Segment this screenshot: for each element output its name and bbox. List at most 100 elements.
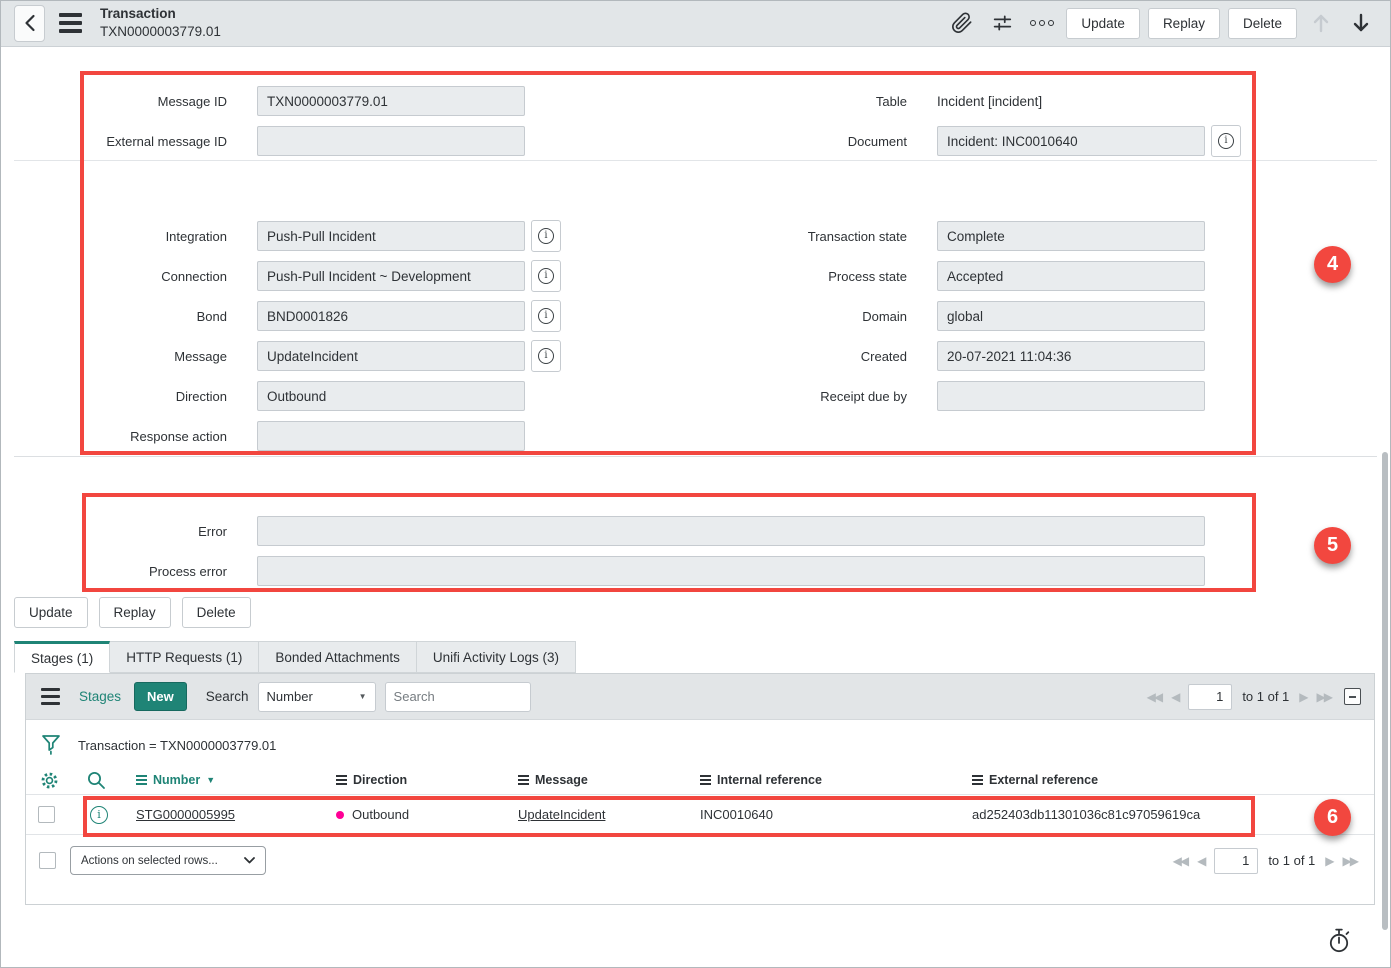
tab-bonded-attachments[interactable]: Bonded Attachments [258, 641, 417, 673]
bond-info-button[interactable]: i [531, 300, 561, 332]
form-replay-button[interactable]: Replay [98, 597, 171, 628]
form-error-section: Error Process error [0, 511, 1391, 591]
field-row: Document i [695, 121, 1241, 161]
actions-on-selected-rows-select[interactable]: Actions on selected rows... [70, 846, 266, 875]
row-info-icon[interactable]: i [90, 805, 108, 824]
field-row: Table Incident [incident] [695, 81, 1241, 121]
field-row: Process state [695, 256, 1205, 296]
process-state-field[interactable] [937, 261, 1205, 291]
more-options-button[interactable] [1026, 7, 1058, 39]
first-page-icon[interactable]: ◀◀ [1172, 853, 1190, 868]
stage-number-link[interactable]: STG0000005995 [136, 807, 236, 822]
tab-stages[interactable]: Stages (1) [14, 641, 111, 673]
column-header-number[interactable]: Number ▼ [128, 773, 328, 787]
list-context-menu-icon[interactable] [41, 687, 60, 706]
form-button-bar: Update Replay Delete [14, 597, 251, 628]
message-id-field[interactable] [257, 86, 525, 116]
tab-unifi-activity-logs[interactable]: Unifi Activity Logs (3) [415, 641, 576, 673]
first-page-icon[interactable]: ◀◀ [1146, 689, 1164, 704]
field-row: Error [0, 511, 1391, 551]
previous-page-icon[interactable]: ◀ [1197, 853, 1206, 868]
last-page-icon[interactable]: ▶▶ [1316, 689, 1334, 704]
list-footer: Actions on selected rows... ◀◀ ◀ to 1 of… [26, 846, 1374, 875]
previous-page-icon[interactable]: ◀ [1171, 689, 1180, 704]
next-page-icon[interactable]: ▶ [1299, 689, 1308, 704]
receipt-due-by-field[interactable] [937, 381, 1205, 411]
next-record-button[interactable] [1345, 7, 1377, 39]
response-action-field[interactable] [257, 421, 525, 451]
search-icon[interactable] [86, 770, 106, 790]
replay-button[interactable]: Replay [1147, 7, 1220, 39]
page-title: Transaction [100, 6, 176, 22]
column-header-message[interactable]: Message [510, 773, 692, 787]
domain-field[interactable] [937, 301, 1205, 331]
vertical-scrollbar[interactable] [1382, 452, 1388, 930]
form-identity-section: Message ID External message ID Table Inc… [0, 81, 1391, 161]
gear-icon[interactable] [39, 770, 60, 791]
table-row: i STG0000005995 Outbound UpdateIncident … [26, 794, 1374, 835]
previous-record-button[interactable] [1305, 7, 1337, 39]
collapse-list-button[interactable] [1344, 688, 1361, 705]
message-info-button[interactable]: i [531, 340, 561, 372]
update-button[interactable]: Update [1066, 7, 1140, 39]
back-button[interactable] [14, 4, 45, 42]
row-checkbox[interactable] [38, 806, 55, 823]
message-id-label: Message ID [157, 93, 227, 109]
next-page-icon[interactable]: ▶ [1325, 853, 1334, 868]
field-row: External message ID [0, 121, 1391, 161]
attachments-button[interactable] [946, 7, 978, 39]
column-header-direction[interactable]: Direction [328, 773, 510, 787]
field-row: Response action [0, 416, 1391, 456]
column-menu-icon [700, 775, 711, 785]
section-divider [14, 160, 1377, 161]
list-search-input[interactable] [384, 681, 531, 712]
field-row: Receipt due by [695, 376, 1205, 416]
delete-button[interactable]: Delete [1227, 7, 1297, 39]
bond-field[interactable] [257, 301, 525, 331]
document-info-button[interactable]: i [1211, 125, 1241, 157]
integration-label: Integration [165, 228, 227, 244]
search-column-select[interactable]: Number ▼ [257, 681, 376, 712]
document-field[interactable] [937, 126, 1205, 156]
page-number-input[interactable] [1214, 847, 1259, 874]
chevron-down-icon: ▼ [358, 692, 367, 701]
new-stage-button[interactable]: New [134, 682, 187, 711]
arrow-up-icon [1313, 14, 1329, 33]
list-pagination-top: ◀◀ ◀ to 1 of 1 ▶ ▶▶ [1146, 683, 1361, 710]
transaction-state-field[interactable] [937, 221, 1205, 251]
chevron-down-icon [244, 857, 255, 864]
search-label: Search [205, 689, 249, 704]
field-row: Message i [0, 336, 1391, 376]
select-all-checkbox[interactable] [39, 852, 56, 869]
document-label: Document [847, 133, 907, 149]
stage-internal-reference: INC0010640 [700, 807, 773, 822]
form-delete-button[interactable]: Delete [181, 597, 251, 628]
error-field[interactable] [257, 516, 1205, 546]
column-header-internal-reference[interactable]: Internal reference [692, 773, 964, 787]
tab-http-requests[interactable]: HTTP Requests (1) [109, 641, 260, 673]
process-state-label: Process state [828, 268, 907, 284]
form-update-button[interactable]: Update [14, 597, 88, 628]
connection-field[interactable] [257, 261, 525, 291]
integration-info-button[interactable]: i [531, 220, 561, 252]
field-row: Transaction state [695, 216, 1205, 256]
paperclip-icon [952, 12, 972, 33]
personalize-form-button[interactable] [986, 7, 1018, 39]
column-header-external-reference[interactable]: External reference [964, 773, 1374, 787]
message-field[interactable] [257, 341, 525, 371]
connection-info-button[interactable]: i [531, 260, 561, 292]
filter-funnel-icon[interactable] [41, 734, 61, 756]
filter-breadcrumb[interactable]: Transaction = TXN0000003779.01 [78, 737, 277, 753]
minus-icon [1349, 695, 1356, 698]
page-number-input[interactable] [1188, 683, 1233, 710]
last-page-icon[interactable]: ▶▶ [1342, 853, 1360, 868]
response-time-indicator[interactable] [1326, 927, 1352, 960]
created-field[interactable] [937, 341, 1205, 371]
direction-field[interactable] [257, 381, 525, 411]
info-icon: i [1218, 133, 1234, 149]
stage-message-link[interactable]: UpdateIncident [518, 807, 606, 822]
process-error-field[interactable] [257, 556, 1205, 586]
context-menu-icon[interactable] [59, 13, 82, 33]
integration-field[interactable] [257, 221, 525, 251]
external-message-id-field[interactable] [257, 126, 525, 156]
